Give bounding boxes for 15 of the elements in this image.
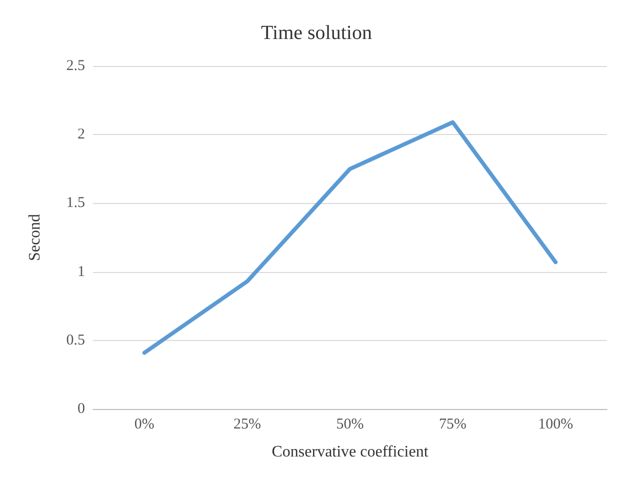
x-tick-label: 25%	[233, 416, 261, 432]
line-series	[142, 120, 558, 355]
x-tick-label: 75%	[439, 416, 467, 432]
y-tick-label: 2	[78, 126, 85, 143]
y-tick-label: 0.5	[66, 332, 85, 348]
y-tick-label: 1	[78, 264, 85, 280]
x-tick-label: 100%	[538, 416, 574, 432]
y-tick-label: 0	[78, 401, 85, 417]
x-tick-label: 0%	[134, 416, 154, 432]
y-axis-title: Second	[26, 214, 44, 262]
x-tick-label: 50%	[336, 416, 364, 432]
y-tick-label: 1.5	[66, 195, 85, 212]
chart-title: Time solution	[261, 22, 372, 44]
x-axis-title: Conservative coefficient	[272, 444, 429, 460]
y-tick-label: 2.5	[66, 58, 85, 74]
